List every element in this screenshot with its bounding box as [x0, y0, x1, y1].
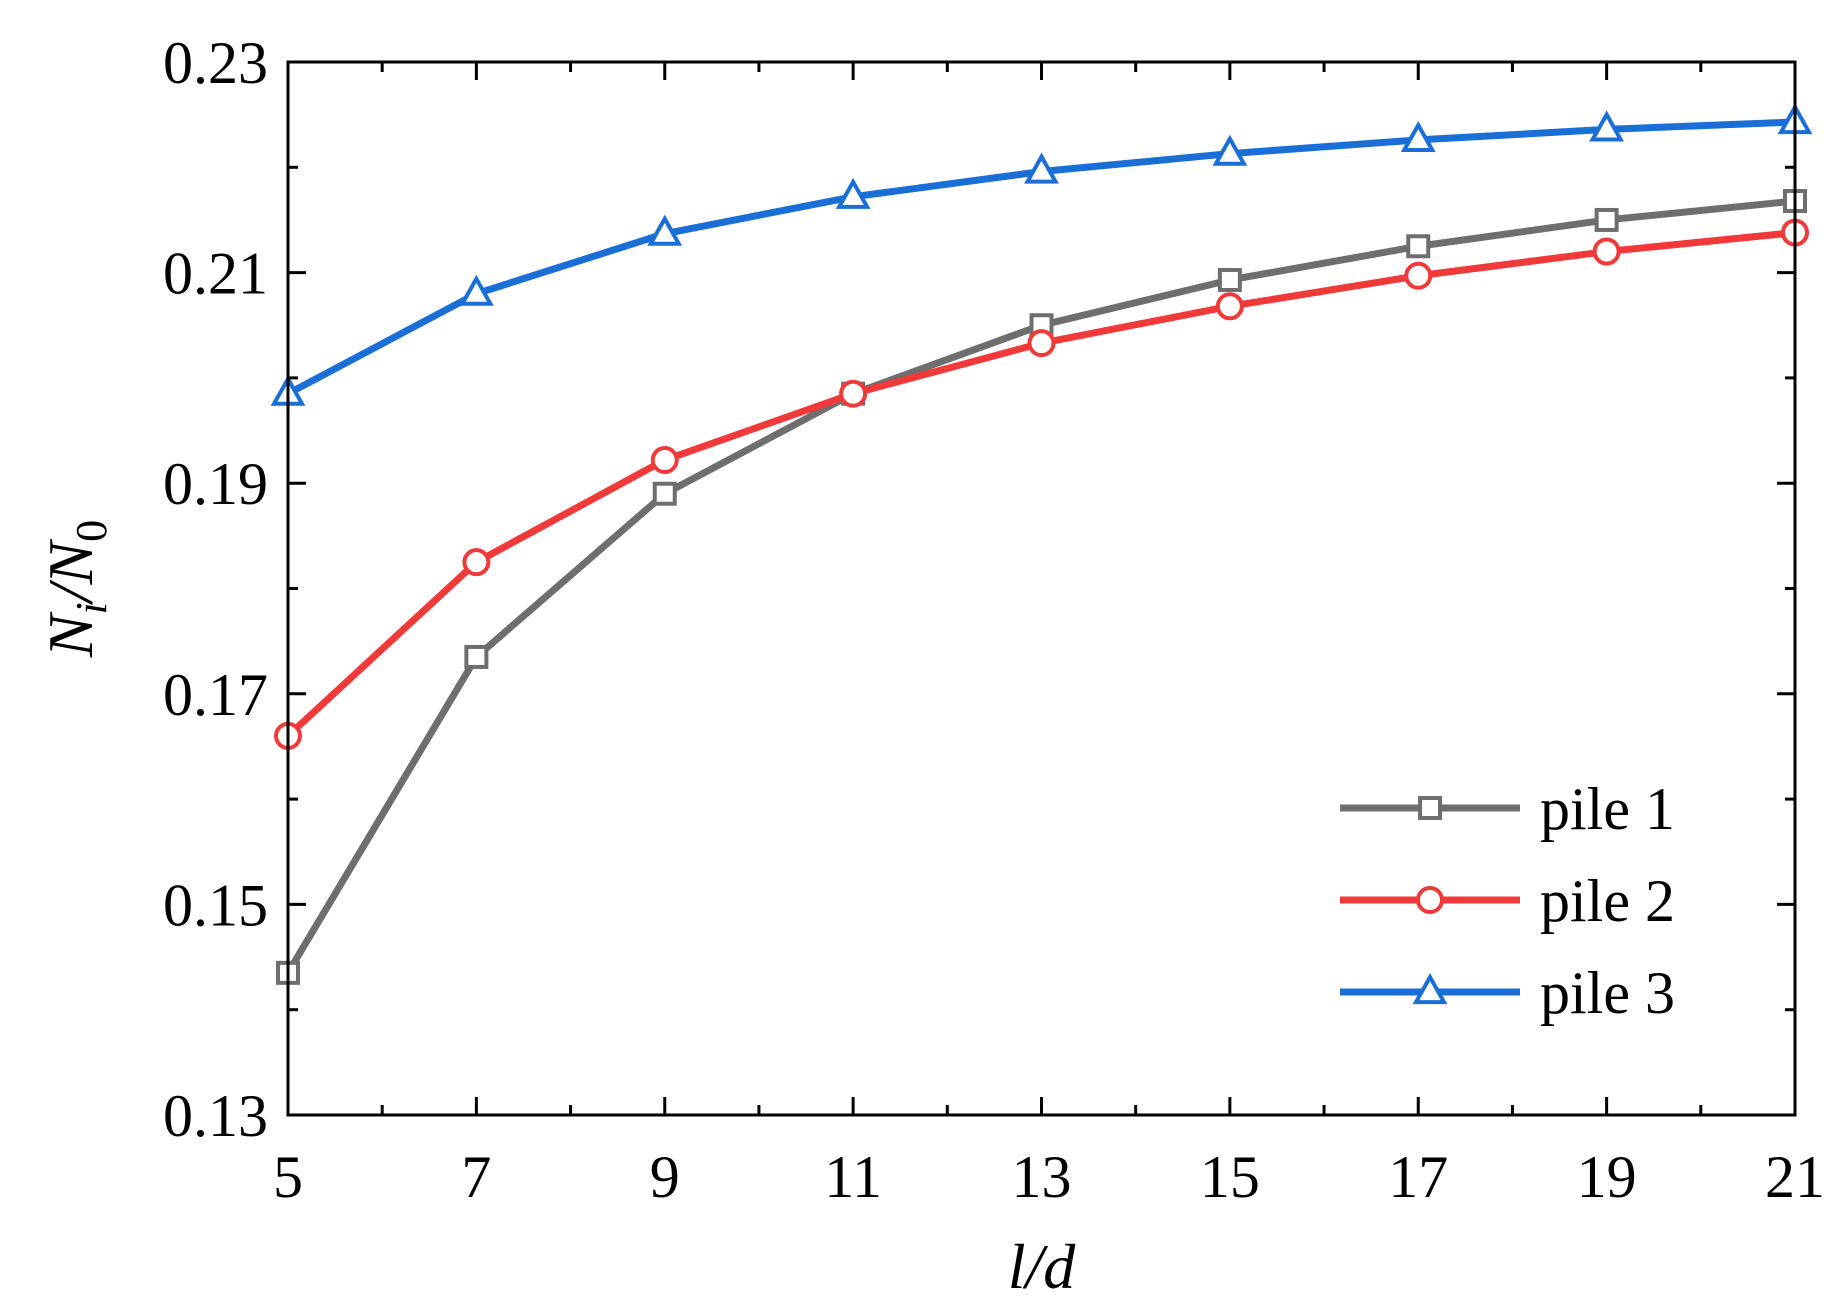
- x-tick-label: 13: [1012, 1144, 1072, 1210]
- data-point: [1406, 234, 1431, 259]
- x-tick-label: 17: [1388, 1144, 1448, 1210]
- data-point: [1589, 110, 1625, 142]
- legend-label: pile 1: [1540, 776, 1675, 842]
- legend-item: pile 1: [1340, 776, 1675, 842]
- y-axis-title-sub-i: i: [67, 602, 116, 614]
- y-tick-label: 0.21: [163, 241, 268, 307]
- y-axis-title-sep: /N: [35, 538, 106, 605]
- data-point: [462, 548, 491, 577]
- ticks-layer: [286, 60, 1797, 1117]
- legend-item: pile 2: [1340, 868, 1675, 934]
- x-tick-label: 11: [824, 1144, 882, 1210]
- legend-swatch-marker: [1418, 796, 1442, 820]
- series-layer: [270, 103, 1813, 985]
- data-point: [650, 446, 679, 475]
- y-axis-title-main: N: [35, 611, 106, 658]
- series-3: [270, 103, 1813, 406]
- data-point: [464, 644, 489, 669]
- plot-frame: [286, 60, 1797, 1117]
- y-tick-label: 0.19: [163, 451, 268, 517]
- data-point: [652, 481, 677, 506]
- x-tick-label: 21: [1765, 1144, 1825, 1210]
- series-1: [276, 188, 1807, 985]
- x-tick-label: 19: [1577, 1144, 1637, 1210]
- legend-item: pile 3: [1340, 960, 1675, 1026]
- series-line: [285, 229, 1796, 739]
- data-point: [1592, 237, 1621, 266]
- tick-labels: 5 7 9 11 13 15 17 19 21 0.13 0.15 0.17 0.19 0.21 0.23: [163, 30, 1825, 1210]
- x-tick-label: 7: [461, 1144, 491, 1210]
- series-2: [274, 218, 1809, 750]
- data-point: [1594, 207, 1619, 232]
- data-point: [1217, 267, 1242, 292]
- data-point: [1400, 120, 1436, 153]
- y-tick-label: 0.23: [163, 30, 268, 96]
- data-point: [1212, 134, 1248, 166]
- y-tick-label: 0.15: [163, 872, 268, 938]
- legend-label: pile 2: [1540, 868, 1675, 934]
- data-point: [839, 379, 868, 408]
- legend-swatch-marker: [1412, 973, 1448, 1005]
- legend: pile 1 pile 2 pile 3: [1340, 776, 1675, 1026]
- y-tick-label: 0.17: [163, 662, 268, 728]
- x-axis-title: l/d: [1008, 1231, 1077, 1302]
- x-tick-label: 5: [273, 1144, 303, 1210]
- y-tick-label: 0.13: [163, 1083, 268, 1149]
- data-point: [835, 177, 871, 209]
- y-axis-title-sub-0: 0: [67, 520, 116, 542]
- x-tick-label: 9: [650, 1144, 680, 1210]
- legend-label: pile 3: [1540, 960, 1675, 1026]
- data-point: [458, 274, 494, 306]
- data-point: [647, 214, 683, 246]
- legend-swatch-marker: [1416, 886, 1444, 914]
- x-tick-label: 15: [1200, 1144, 1260, 1210]
- data-point: [1404, 261, 1433, 290]
- y-axis-title: Ni/N0: [35, 520, 116, 658]
- data-point: [1024, 152, 1059, 184]
- data-point: [1215, 292, 1244, 321]
- data-point: [1027, 329, 1056, 358]
